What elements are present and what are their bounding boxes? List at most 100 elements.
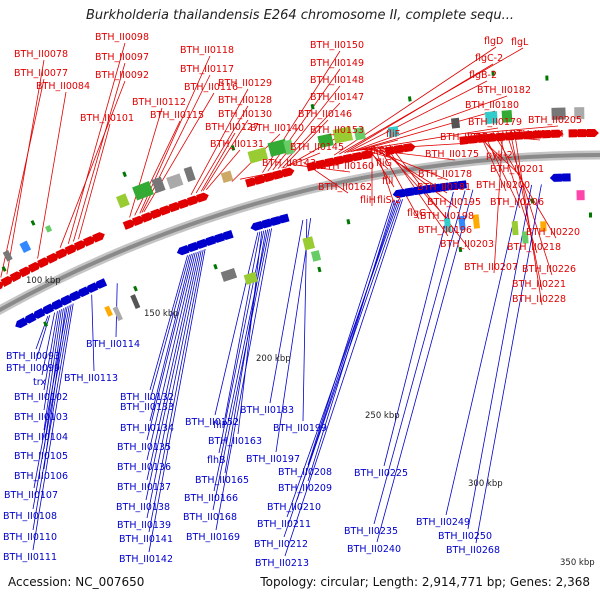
forward-gene-label: BTH_II0092 [95,70,149,81]
forward-connector-line [388,144,471,251]
forward-gene-arrow [122,219,136,230]
forward-gene-arrow-shape [568,129,581,138]
forward-gene-label: BTH_II0226 [522,264,576,275]
annotation-block-shape [484,111,498,125]
forward-gene-arrow [352,151,365,162]
reverse-gene-arrow-shape [454,180,467,190]
green-tick-mark-shape [407,96,412,102]
reverse-gene-label: BTH_II0135 [117,442,171,453]
annotation-block-shape [151,176,166,194]
reverse-gene-label: BTH_II0136 [117,462,171,473]
forward-gene-arrow-shape [541,130,555,139]
forward-gene-arrow-shape [263,172,277,183]
forward-gene-label: BTH_II0178 [418,169,472,180]
reverse-gene-label: trx [33,377,46,388]
forward-gene-arrow [245,177,258,188]
forward-gene-arrow [514,131,527,140]
forward-gene-arrow [459,136,472,145]
green-tick-mark [317,266,322,273]
scale-label: 350 kbp [560,558,595,568]
forward-gene-arrow-shape [131,215,145,227]
reverse-connector-line [43,310,60,411]
reverse-gene-arrow-shape [558,173,571,182]
reverse-gene-label: BTH_II0133 [120,402,174,413]
forward-gene-label: fliS-2 [377,195,401,206]
reverse-gene-label: BTH_II0199 [273,423,327,434]
annotation-block [220,170,234,184]
forward-gene-arrow-shape [393,144,407,154]
forward-gene-label: BTH_II0097 [95,52,149,63]
annotation-block [511,220,519,236]
forward-gene-label: BTH_II0196 [418,225,472,236]
forward-gene-arrow-shape [245,177,258,188]
forward-gene-arrow [272,170,286,180]
reverse-gene-arrow [212,232,225,243]
forward-gene-arrow [0,281,4,292]
forward-connector-line [78,123,111,240]
forward-gene-label: fliH [360,195,376,206]
reverse-gene-arrow-shape [436,182,450,192]
forward-gene-arrow [324,157,338,168]
reverse-connector-line [35,315,49,350]
reverse-connector-line [146,252,196,461]
forward-gene-arrow [18,266,32,278]
green-tick-mark-shape [491,70,495,76]
reverse-connector-line [41,312,55,376]
green-tick-mark-shape [588,212,593,218]
annotation-block-shape [521,231,529,244]
forward-connector-line [190,88,249,195]
reverse-gene-arrow [194,238,208,249]
reverse-gene-label: BTH_II0139 [117,520,171,531]
forward-gene-label: BTH_II0175 [425,149,479,160]
forward-gene-arrow [306,161,319,172]
reverse-gene-arrow [68,290,81,302]
green-tick-mark [213,263,218,270]
reverse-gene-arrow [259,218,272,229]
annotation-block-shape [501,110,513,123]
forward-gene-arrow-shape [18,266,32,278]
forward-connector-line [374,146,396,207]
forward-gene-arrow [159,205,173,216]
reverse-connector-line [149,255,188,391]
green-tick-mark-shape [230,145,236,151]
annotation-block [166,173,184,190]
forward-gene-arrow [186,195,200,206]
reverse-connector-line [148,249,206,553]
reverse-gene-label: BTH_II0110 [3,532,57,543]
reverse-gene-label: BTH_II0240 [347,544,401,555]
forward-gene-arrow-shape [168,202,182,213]
forward-connector-line [277,102,341,169]
reverse-gene-arrow [392,188,406,199]
forward-gene-arrow [551,129,564,138]
forward-gene-label: BTH_II0143 [262,158,316,169]
forward-gene-arrow [532,130,545,139]
forward-gene-label: BTH_II0078 [14,49,68,60]
reverse-gene-arrow [454,180,467,190]
forward-connector-line [202,119,249,191]
reverse-gene-arrow-shape [76,286,90,297]
forward-connector-line [376,146,458,209]
annotation-block-shape [450,117,461,129]
forward-gene-label: BTH_II0220 [526,227,580,238]
forward-gene-label: BTH_II0181 [417,182,471,193]
annotation-block [458,215,466,231]
summary-separator: ; [364,575,373,589]
annotation-block-shape [166,173,184,190]
forward-gene-arrow [342,153,356,164]
reverse-connector-line [215,228,272,531]
annotation-block-shape [387,126,400,138]
forward-gene-label: BTH_II0115 [150,110,204,121]
annotation-block-shape [574,107,585,120]
forward-gene-arrow [141,212,154,223]
annotation-block-shape [183,166,196,183]
forward-gene-arrow-shape [9,271,23,283]
reverse-gene-label: BTH_II0108 [3,511,57,522]
reverse-gene-label: BTH_II0134 [120,423,174,434]
map-summary: Topology: circular; Length: 2,914,771 bp… [260,575,590,589]
reverse-connector-line [148,249,204,533]
reverse-gene-label: BTH_II0268 [446,545,500,556]
annotation-block [387,126,400,138]
green-tick-mark-shape [458,246,463,253]
reverse-gene-label: BTH_II0138 [116,502,170,513]
